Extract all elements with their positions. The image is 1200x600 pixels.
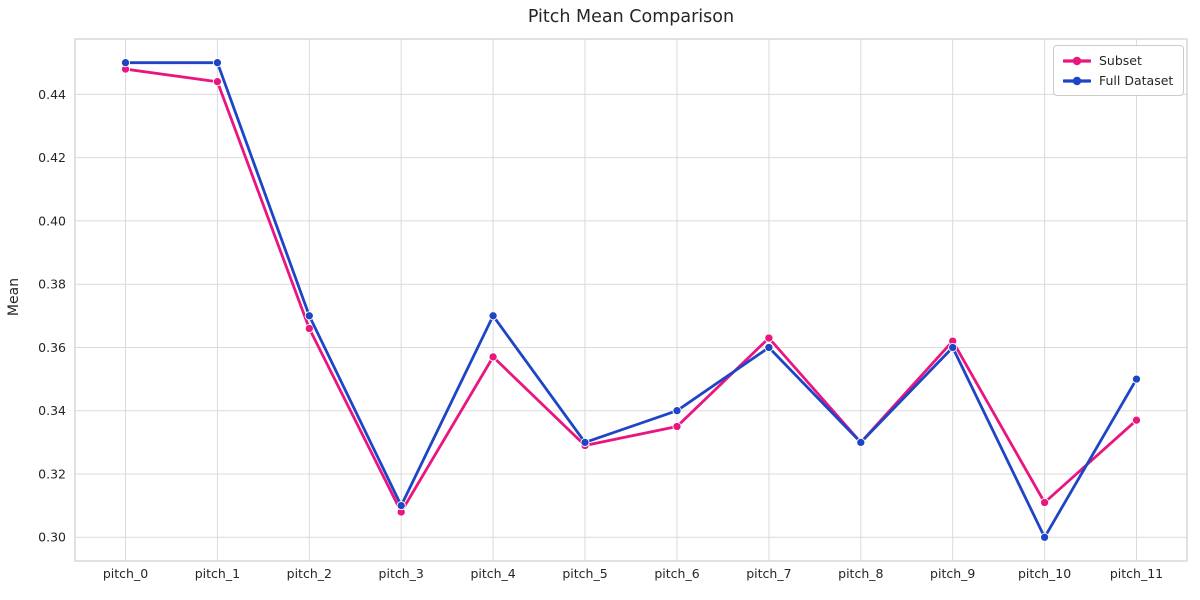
line-marker-icon — [1063, 56, 1091, 65]
svg-text:0.32: 0.32 — [38, 466, 66, 481]
svg-text:pitch_4: pitch_4 — [470, 566, 515, 581]
svg-text:0.36: 0.36 — [38, 340, 66, 355]
svg-text:0.42: 0.42 — [38, 150, 66, 165]
svg-text:0.44: 0.44 — [38, 87, 66, 102]
line-marker-icon — [1063, 76, 1091, 85]
legend-item-subset: Subset — [1063, 52, 1173, 69]
svg-text:pitch_8: pitch_8 — [838, 566, 883, 581]
svg-text:pitch_6: pitch_6 — [654, 566, 699, 581]
svg-text:pitch_7: pitch_7 — [746, 566, 791, 581]
legend-item-full-dataset: Full Dataset — [1063, 72, 1173, 89]
svg-text:pitch_10: pitch_10 — [1018, 566, 1071, 581]
svg-text:pitch_1: pitch_1 — [195, 566, 240, 581]
svg-text:pitch_3: pitch_3 — [379, 566, 424, 581]
svg-text:pitch_9: pitch_9 — [930, 566, 975, 581]
svg-text:0.38: 0.38 — [38, 277, 66, 292]
legend: Subset Full Dataset — [1053, 45, 1185, 96]
legend-label: Subset — [1099, 53, 1142, 68]
y-axis-label: Mean — [6, 277, 22, 317]
svg-text:pitch_11: pitch_11 — [1110, 566, 1163, 581]
svg-text:pitch_5: pitch_5 — [562, 566, 607, 581]
legend-label: Full Dataset — [1099, 73, 1174, 88]
svg-text:0.40: 0.40 — [38, 213, 66, 228]
svg-text:pitch_2: pitch_2 — [287, 566, 332, 581]
chart-title: Pitch Mean Comparison — [527, 7, 735, 27]
svg-text:pitch_0: pitch_0 — [103, 566, 148, 581]
svg-text:0.30: 0.30 — [38, 530, 66, 545]
svg-text:0.34: 0.34 — [38, 403, 66, 418]
